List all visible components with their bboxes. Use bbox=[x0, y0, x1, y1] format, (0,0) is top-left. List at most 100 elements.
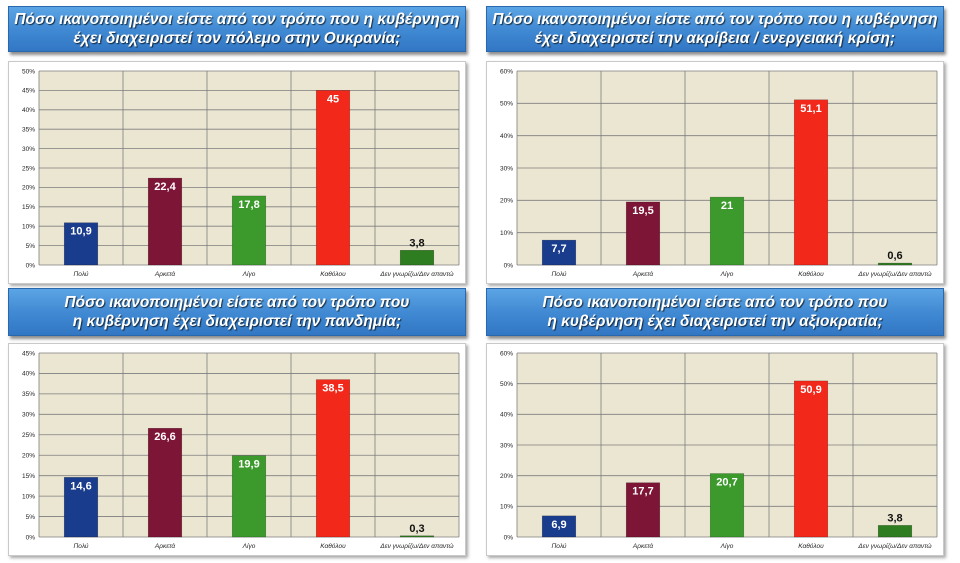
y-tick-label: 30% bbox=[500, 165, 513, 172]
bar bbox=[63, 222, 99, 266]
data-label: 14,6 bbox=[70, 480, 91, 492]
bar bbox=[399, 250, 435, 266]
chart-panel-ukraine: Πόσο ικανοποιημένοι είστε από τον τρόπο … bbox=[8, 6, 466, 284]
y-tick-label: 40% bbox=[22, 107, 35, 114]
y-tick-label: 20% bbox=[500, 198, 513, 205]
bar bbox=[147, 427, 183, 538]
x-category-label: Πολύ bbox=[552, 270, 567, 278]
chart-title-banner: Πόσο ικανοποιημένοι είστε από τον τρόπο … bbox=[486, 288, 944, 336]
chart-area: 0% 5% 10% 15% 20% 25% 30% 35% 40% 45% 14,6 Πολύ 26,6… bbox=[8, 343, 466, 556]
y-tick-label: 60% bbox=[500, 350, 513, 357]
y-tick-label: 50% bbox=[500, 101, 513, 108]
data-label: 0,6 bbox=[887, 250, 902, 262]
chart-title: Πόσο ικανοποιημένοι είστε από τον τρόπο … bbox=[64, 294, 410, 330]
x-category-label: Δεν γνωρίζω/Δεν απαντώ bbox=[379, 270, 453, 278]
bar-chart-energy: 0% 10% 20% 30% 40% 50% 60% 7,7 Πολύ 19,5 Αρκετά 21 Λ… bbox=[500, 68, 938, 278]
data-label: 6,9 bbox=[551, 519, 566, 531]
x-category-label: Καθόλου bbox=[320, 270, 346, 278]
y-tick-label: 35% bbox=[22, 127, 35, 134]
y-tick-label: 10% bbox=[500, 504, 513, 511]
y-tick-label: 25% bbox=[22, 432, 35, 439]
y-tick-label: 35% bbox=[22, 391, 35, 398]
data-label: 3,8 bbox=[887, 512, 902, 524]
data-label: 17,7 bbox=[632, 486, 653, 498]
x-category-label: Καθόλου bbox=[798, 270, 824, 278]
y-tick-label: 60% bbox=[500, 68, 513, 75]
x-category-label: Λίγο bbox=[242, 270, 256, 278]
bar-chart-meritocracy: 0% 10% 20% 30% 40% 50% 60% 6,9 Πολύ 17,7 Αρκετά 20,… bbox=[500, 350, 938, 550]
x-category-label: Καθόλου bbox=[320, 542, 346, 550]
data-label: 17,8 bbox=[238, 199, 259, 211]
y-tick-label: 10% bbox=[22, 493, 35, 500]
y-tick-label: 40% bbox=[500, 133, 513, 140]
chart-title: Πόσο ικανοποιημένοι είστε από τον τρόπο … bbox=[492, 11, 938, 47]
y-tick-label: 30% bbox=[22, 146, 35, 153]
data-label: 50,9 bbox=[800, 384, 821, 396]
chart-area: 0% 10% 20% 30% 40% 50% 60% 7,7 Πολύ 19,5 Αρκετά 21 Λ… bbox=[486, 61, 944, 284]
data-label: 21 bbox=[721, 200, 733, 212]
x-category-label: Καθόλου bbox=[798, 542, 824, 550]
x-category-label: Λίγο bbox=[242, 542, 256, 550]
x-category-label: Λίγο bbox=[720, 542, 734, 550]
data-label: 0,3 bbox=[409, 523, 424, 535]
chart-panel-pandemic: Πόσο ικανοποιημένοι είστε από τον τρόπο … bbox=[8, 288, 466, 558]
x-category-label: Πολύ bbox=[552, 542, 567, 550]
chart-panel-meritocracy: Πόσο ικανοποιημένοι είστε από τον τρόπο … bbox=[486, 288, 944, 558]
y-tick-label: 30% bbox=[500, 442, 513, 449]
x-category-label: Πολύ bbox=[74, 270, 89, 278]
y-tick-label: 5% bbox=[26, 243, 36, 250]
bar bbox=[315, 379, 351, 538]
data-label: 26,6 bbox=[154, 431, 175, 443]
y-tick-label: 15% bbox=[22, 204, 35, 211]
data-label: 51,1 bbox=[800, 103, 821, 115]
chart-title: Πόσο ικανοποιημένοι είστε από τον τρόπο … bbox=[14, 11, 460, 47]
bar bbox=[231, 195, 267, 266]
x-category-label: Λίγο bbox=[720, 270, 734, 278]
x-category-label: Αρκετά bbox=[632, 270, 654, 278]
data-label: 45 bbox=[327, 93, 339, 105]
y-tick-label: 50% bbox=[22, 68, 35, 75]
chart-panel-energy: Πόσο ικανοποιημένοι είστε από τον τρόπο … bbox=[486, 6, 944, 284]
y-tick-label: 45% bbox=[22, 350, 35, 357]
bar bbox=[625, 201, 661, 266]
y-tick-label: 20% bbox=[22, 185, 35, 192]
bar bbox=[231, 455, 267, 538]
chart-title: Πόσο ικανοποιημένοι είστε από τον τρόπο … bbox=[542, 294, 888, 330]
x-category-label: Δεν γνωρίζω/Δεν απαντώ bbox=[857, 270, 931, 278]
chart-area: 0% 10% 20% 30% 40% 50% 60% 6,9 Πολύ 17,7 Αρκετά 20,… bbox=[486, 343, 944, 556]
bar bbox=[793, 380, 829, 538]
y-tick-label: 15% bbox=[22, 473, 35, 480]
x-category-label: Αρκετά bbox=[154, 542, 176, 550]
bar-chart-ukraine: 0% 5% 10% 15% 20% 25% 30% 35% 40% 45% 50% 10,9 Πολύ 2… bbox=[22, 68, 460, 278]
y-tick-label: 20% bbox=[22, 453, 35, 460]
y-tick-label: 10% bbox=[22, 224, 35, 231]
y-tick-label: 25% bbox=[22, 165, 35, 172]
data-label: 7,7 bbox=[551, 243, 566, 255]
y-tick-label: 40% bbox=[500, 412, 513, 419]
bar bbox=[315, 90, 351, 266]
y-tick-label: 40% bbox=[22, 371, 35, 378]
data-label: 10,9 bbox=[70, 226, 91, 238]
data-label: 19,9 bbox=[238, 459, 259, 471]
bar bbox=[147, 177, 183, 266]
y-tick-label: 10% bbox=[500, 230, 513, 237]
chart-title-banner: Πόσο ικανοποιημένοι είστε από τον τρόπο … bbox=[8, 6, 466, 52]
bar bbox=[541, 515, 577, 538]
y-tick-label: 0% bbox=[504, 534, 514, 541]
chart-title-banner: Πόσο ικανοποιημένοι είστε από τον τρόπο … bbox=[486, 6, 944, 52]
bar bbox=[541, 239, 577, 266]
data-label: 38,5 bbox=[322, 383, 343, 395]
bar bbox=[63, 477, 99, 538]
x-category-label: Δεν γνωρίζω/Δεν απαντώ bbox=[379, 542, 453, 550]
bar bbox=[399, 535, 435, 538]
chart-area: 0% 5% 10% 15% 20% 25% 30% 35% 40% 45% 50% 10,9 Πολύ 2… bbox=[8, 61, 466, 284]
bar bbox=[625, 482, 661, 538]
y-tick-label: 0% bbox=[26, 262, 36, 269]
bar bbox=[877, 525, 913, 538]
bar bbox=[877, 262, 913, 266]
y-tick-label: 5% bbox=[26, 514, 36, 521]
x-category-label: Δεν γνωρίζω/Δεν απαντώ bbox=[857, 542, 931, 550]
bar-chart-pandemic: 0% 5% 10% 15% 20% 25% 30% 35% 40% 45% 14,6 Πολύ 26,6… bbox=[22, 350, 460, 550]
y-tick-label: 0% bbox=[26, 534, 36, 541]
x-category-label: Πολύ bbox=[74, 542, 89, 550]
